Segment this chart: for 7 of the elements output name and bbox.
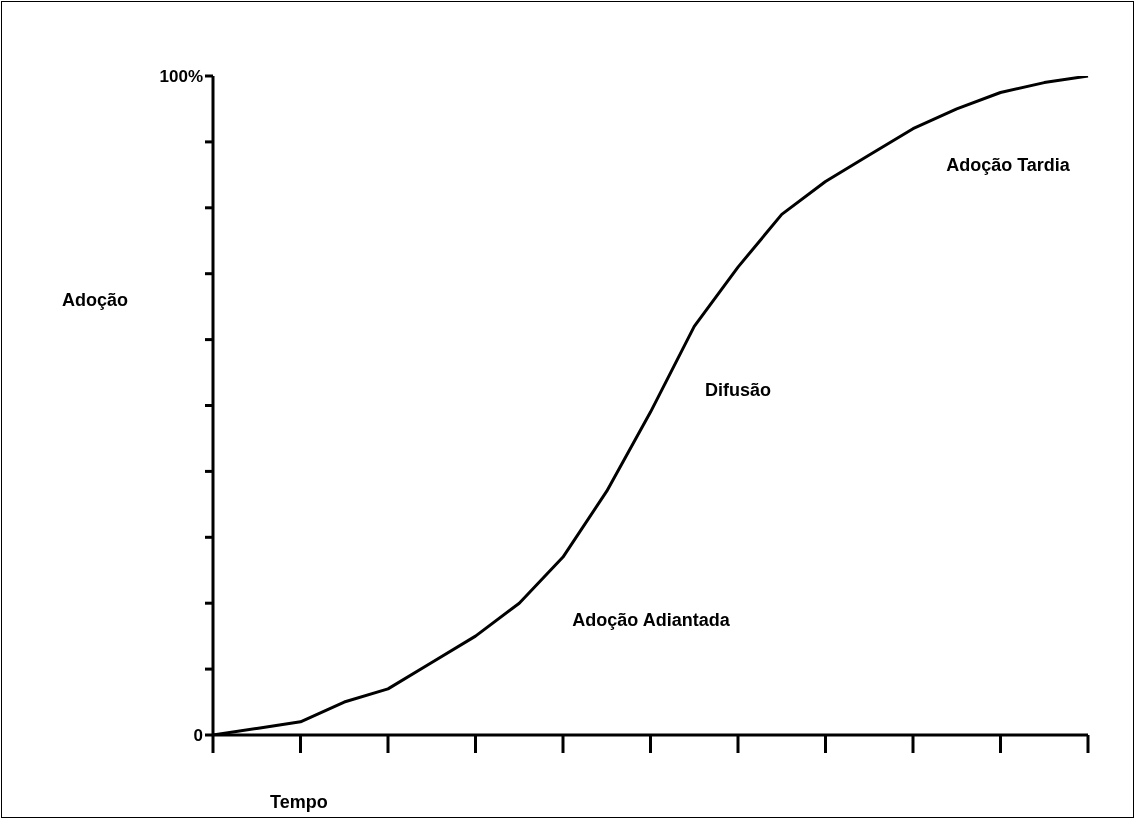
annotation: Adoção Adiantada bbox=[572, 609, 730, 631]
y-axis-title: Adoção bbox=[62, 290, 129, 311]
annotation: Difusão bbox=[704, 379, 772, 401]
x-axis-title: Tempo bbox=[270, 792, 328, 813]
y-tick-label: 0 bbox=[193, 726, 203, 746]
y-tick-label: 100% bbox=[159, 67, 203, 87]
annotation: Adoção Tardia bbox=[946, 154, 1070, 176]
